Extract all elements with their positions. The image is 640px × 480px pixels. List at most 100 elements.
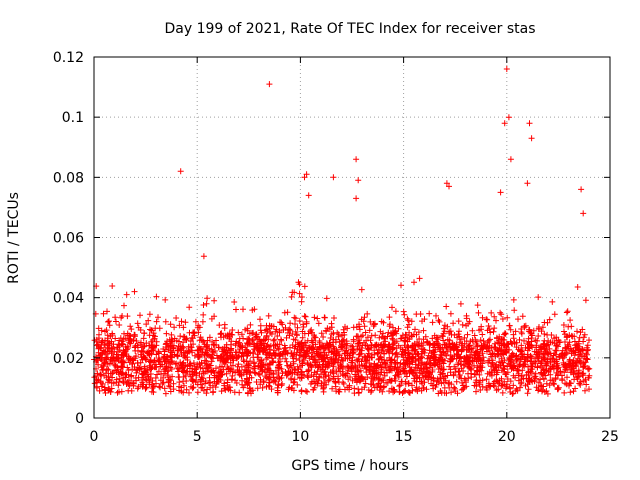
- data-point: [521, 337, 527, 344]
- data-point: [406, 336, 413, 343]
- data-point: [381, 335, 387, 342]
- data-point: [553, 347, 560, 354]
- data-point: [119, 313, 126, 319]
- data-point: [524, 390, 531, 397]
- data-point: [292, 321, 298, 327]
- data-point: [455, 331, 462, 338]
- data-point: [551, 340, 558, 347]
- data-point: [525, 368, 532, 375]
- data-point: [551, 381, 558, 388]
- data-point: [93, 377, 100, 384]
- data-point: [240, 384, 247, 391]
- data-point: [367, 318, 374, 325]
- data-point: [357, 367, 364, 374]
- data-point: [366, 327, 373, 334]
- data-point: [250, 354, 257, 361]
- data-point: [564, 349, 571, 356]
- data-point: [575, 370, 582, 377]
- data-point: [420, 327, 427, 334]
- data-point: [371, 374, 378, 381]
- data-point: [538, 362, 544, 369]
- data-point: [112, 357, 119, 364]
- data-point: [479, 383, 486, 390]
- data-point: [371, 347, 378, 354]
- data-point: [103, 356, 110, 363]
- data-point: [339, 371, 346, 377]
- data-point: [517, 384, 523, 391]
- data-point: [140, 381, 147, 388]
- data-point: [326, 347, 333, 353]
- y-tick-label: 0.02: [53, 351, 84, 367]
- data-point: [567, 317, 574, 324]
- data-point: [251, 346, 258, 353]
- data-point: [433, 342, 440, 349]
- data-point: [477, 362, 484, 369]
- data-point: [348, 368, 355, 375]
- data-point: [423, 386, 430, 393]
- data-point: [429, 335, 436, 342]
- data-point: [278, 382, 285, 389]
- data-point: [188, 334, 195, 341]
- data-point: [316, 338, 323, 344]
- data-point: [298, 368, 304, 375]
- data-point: [330, 361, 336, 367]
- data-point: [481, 340, 488, 347]
- data-point: [369, 367, 376, 374]
- data-point: [108, 385, 115, 392]
- data-point: [504, 341, 511, 347]
- data-point: [562, 331, 568, 338]
- data-point: [469, 357, 476, 364]
- data-point: [457, 361, 464, 368]
- data-point: [280, 326, 287, 333]
- data-point: [328, 324, 335, 331]
- data-point: [415, 356, 422, 363]
- data-point: [354, 356, 360, 363]
- data-point: [535, 294, 542, 301]
- data-point: [389, 304, 395, 311]
- data-point: [320, 385, 327, 392]
- data-point: [265, 312, 272, 319]
- data-point: [411, 279, 417, 286]
- data-point: [585, 366, 592, 373]
- data-point: [440, 360, 447, 367]
- data-point: [300, 324, 307, 330]
- data-point: [332, 339, 339, 346]
- data-point: [266, 346, 273, 353]
- data-point: [213, 352, 220, 359]
- data-point: [358, 286, 365, 293]
- data-point: [271, 336, 278, 343]
- data-point: [485, 357, 492, 364]
- data-point: [190, 360, 197, 366]
- data-point: [375, 362, 381, 369]
- data-point: [422, 373, 429, 380]
- data-point: [102, 342, 109, 349]
- data-point: [506, 322, 513, 329]
- data-point: [191, 352, 198, 359]
- data-point: [135, 324, 142, 331]
- data-point: [125, 387, 132, 394]
- data-point: [532, 360, 539, 367]
- data-point: [578, 186, 585, 193]
- data-point: [243, 371, 250, 378]
- data-point: [418, 340, 425, 347]
- data-point: [501, 120, 508, 127]
- data-point: [461, 334, 468, 341]
- data-point: [197, 364, 204, 371]
- data-point: [316, 344, 323, 351]
- data-point: [335, 375, 341, 382]
- data-point: [473, 383, 480, 390]
- data-point: [330, 373, 337, 380]
- data-point: [235, 340, 242, 347]
- data-point: [551, 335, 558, 342]
- data-point: [549, 298, 556, 305]
- data-point: [450, 320, 457, 327]
- data-point: [161, 370, 168, 377]
- data-point: [326, 376, 333, 383]
- data-point: [197, 334, 204, 341]
- data-point: [444, 372, 451, 379]
- data-point: [330, 343, 337, 350]
- data-point: [384, 369, 390, 376]
- data-point: [535, 379, 542, 386]
- data-point: [451, 384, 457, 391]
- data-point: [392, 359, 398, 366]
